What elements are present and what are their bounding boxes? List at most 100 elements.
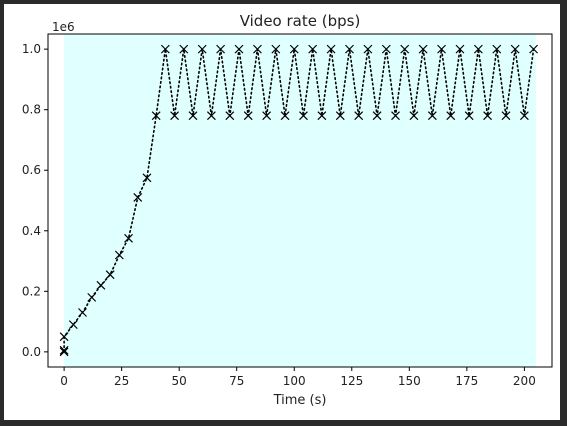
chart-title: Video rate (bps) (240, 12, 361, 30)
marker-stroke (133, 193, 143, 202)
marker-stroke (391, 111, 400, 121)
data-point (114, 250, 124, 260)
data-point (170, 111, 179, 121)
data-point (529, 44, 539, 54)
x-tick-label: 125 (340, 374, 363, 388)
data-point (151, 111, 161, 121)
x-tick-label: 150 (398, 374, 421, 388)
data-point (160, 44, 170, 54)
chart-svg: Video rate (bps) 1e6 Time (s) 0 25 50 75 100… (22, 12, 553, 408)
marker-stroke (142, 173, 152, 183)
data-point (59, 332, 69, 342)
marker-stroke (400, 44, 410, 54)
y-tick-label: 0.2 (22, 284, 41, 298)
marker-stroke (105, 270, 115, 280)
marker-stroke (160, 44, 170, 54)
marker-stroke (308, 44, 318, 54)
data-point (105, 270, 115, 280)
data-point (354, 111, 364, 121)
marker-stroke (326, 44, 336, 54)
data-point (372, 111, 382, 121)
x-tick-label: 25 (114, 374, 129, 388)
marker-stroke (409, 111, 419, 121)
marker-stroke (299, 111, 308, 121)
data-point (133, 193, 143, 202)
marker-stroke (78, 308, 87, 317)
y-tick-label: 1.0 (22, 42, 41, 56)
data-point (519, 111, 529, 121)
marker-stroke (225, 111, 235, 121)
data-point (391, 111, 400, 121)
marker-stroke (335, 111, 345, 121)
x-axis-label: Time (s) (273, 393, 327, 408)
data-point (455, 44, 465, 54)
data-point (253, 44, 262, 54)
data-point (78, 308, 87, 317)
data-point (59, 347, 69, 357)
data-point (381, 44, 391, 54)
data-point (87, 292, 97, 302)
marker-stroke (96, 280, 106, 290)
marker-stroke (418, 44, 428, 54)
y-tick-label: 0.8 (22, 103, 41, 117)
data-point (510, 44, 520, 54)
marker-stroke (381, 44, 391, 54)
data-point (280, 111, 290, 121)
data-point (400, 44, 410, 54)
data-point (262, 111, 272, 121)
data-point (326, 44, 336, 54)
marker-stroke (253, 44, 262, 54)
plot-area: 0 25 50 75 100 125 150 175 200 0.0 0.2 0.4 0.6 0.8 1.0 (22, 33, 553, 388)
marker-stroke (59, 347, 69, 357)
marker-stroke (446, 111, 456, 121)
marker-stroke (234, 44, 244, 54)
data-point (308, 44, 318, 54)
data-point (234, 44, 244, 54)
marker-stroke (519, 111, 529, 121)
marker-stroke (529, 44, 539, 54)
marker-stroke (188, 111, 198, 121)
marker-stroke (170, 111, 179, 121)
marker-stroke (464, 111, 474, 121)
data-point (464, 111, 474, 121)
marker-stroke (151, 111, 161, 121)
marker-stroke (345, 44, 354, 54)
x-tick-label: 75 (229, 374, 244, 388)
marker-stroke (483, 111, 492, 121)
data-point (68, 320, 78, 330)
data-point (492, 44, 502, 54)
marker-stroke (179, 44, 189, 54)
data-point (345, 44, 354, 54)
marker-stroke (243, 111, 253, 121)
data-point (299, 111, 308, 121)
x-tick-label: 200 (513, 374, 536, 388)
data-point (243, 111, 253, 121)
y-offset-label: 1e6 (52, 20, 75, 34)
chart-figure: Video rate (bps) 1e6 Time (s) 0 25 50 75 100… (4, 4, 560, 420)
data-point (188, 111, 198, 121)
axes-frame (47, 33, 553, 368)
marker-stroke (59, 345, 69, 355)
x-tick-label: 175 (455, 374, 478, 388)
y-tick-label: 0.4 (22, 224, 41, 238)
marker-stroke (501, 111, 511, 121)
data-point (363, 44, 373, 54)
x-tick-label: 0 (60, 374, 68, 388)
data-point (289, 44, 299, 54)
data-point (271, 44, 281, 54)
marker-stroke (427, 111, 437, 121)
data-point (216, 44, 226, 54)
data-point (446, 111, 456, 121)
marker-stroke (280, 111, 290, 121)
data-point (483, 111, 492, 121)
marker-stroke (363, 44, 373, 54)
data-point (206, 111, 216, 121)
marker-stroke (206, 111, 216, 121)
marker-stroke (59, 332, 69, 342)
data-point (409, 111, 419, 121)
x-tick-label: 50 (172, 374, 187, 388)
data-point (473, 44, 483, 54)
marker-stroke (437, 44, 446, 54)
marker-stroke (87, 292, 97, 302)
data-point (142, 173, 152, 183)
